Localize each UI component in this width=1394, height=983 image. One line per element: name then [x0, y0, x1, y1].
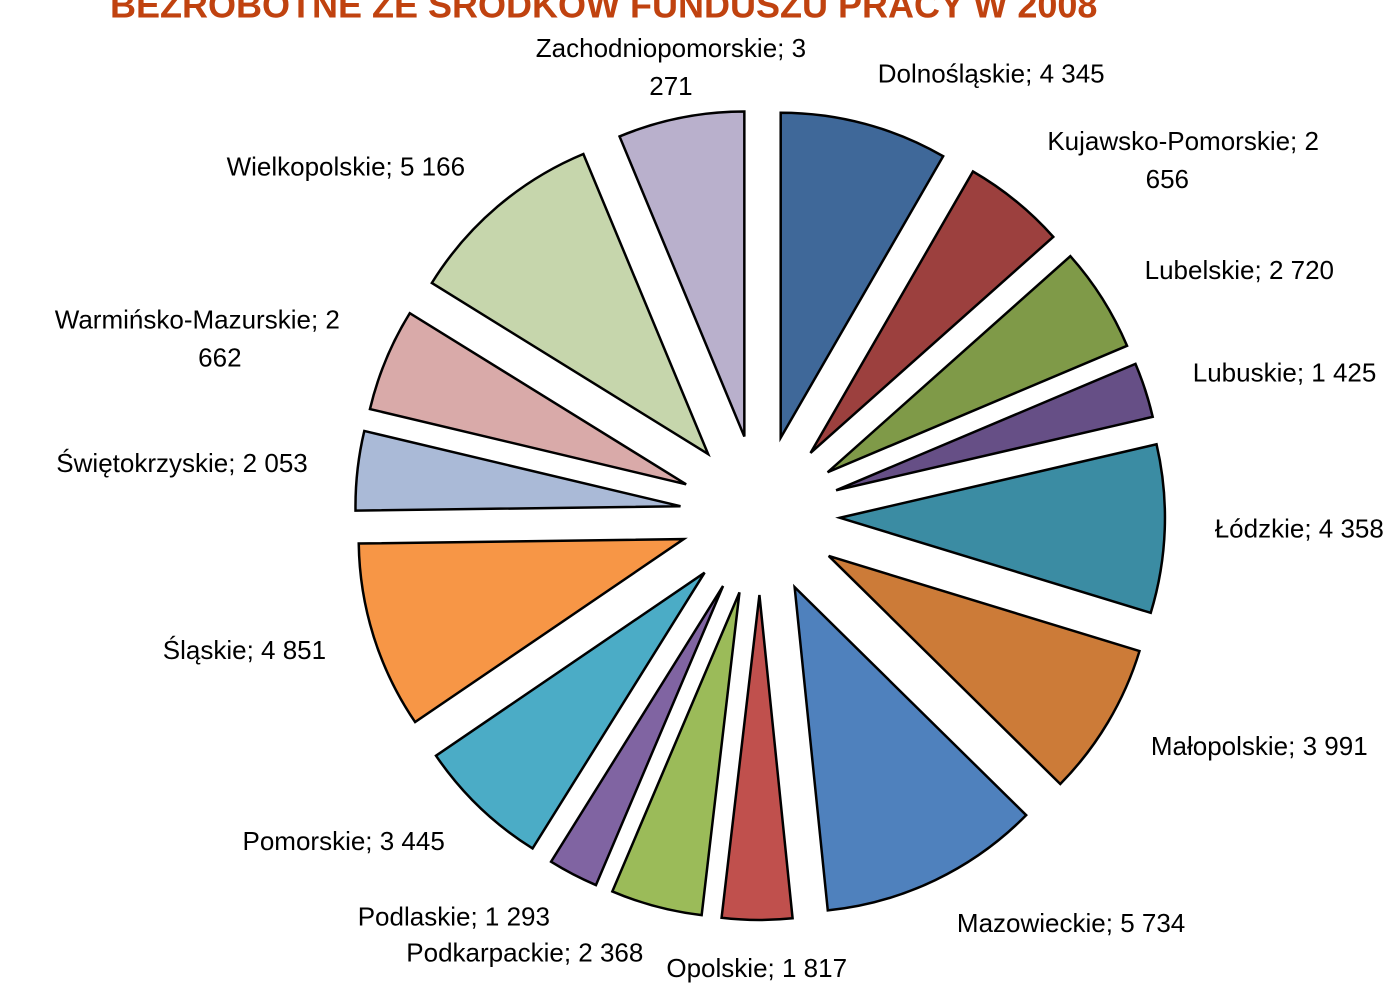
pie-slice [617, 110, 746, 438]
pie-slice [354, 429, 681, 512]
data-label: Lubelskie; 2 720 [1145, 255, 1334, 285]
data-label: Zachodniopomorskie; 3 271 [536, 33, 806, 101]
pie-slice [430, 152, 711, 458]
pie-slice [549, 585, 725, 887]
pie-slice [368, 311, 687, 486]
data-label: Wielkopolskie; 5 166 [227, 151, 465, 181]
pie-slice [835, 362, 1155, 492]
pie-slice [779, 111, 945, 443]
data-label: Kujawsko-Pomorskie; 2 656 [1047, 126, 1319, 194]
pie-slice [610, 591, 741, 917]
pie-slice [434, 571, 706, 851]
pie-slice [357, 537, 688, 724]
data-label: Łódzkie; 4 358 [1215, 514, 1384, 544]
data-label: Opolskie; 1 817 [666, 953, 847, 983]
chart-title: BEZROBOTNE ZE ŚRODKÓW FUNDUSZU PRACY W 2… [110, 0, 1097, 26]
data-label: Śląskie; 4 851 [163, 635, 326, 665]
pie-slice [826, 254, 1129, 474]
data-label: Podkarpackie; 2 368 [406, 938, 643, 968]
data-label: Lubuskie; 1 425 [1193, 357, 1377, 387]
data-label: Pomorskie; 3 445 [242, 826, 444, 856]
pie-slice [835, 442, 1167, 615]
data-label: Warmińsko-Mazurskie; 2 662 [55, 304, 340, 372]
data-label: Dolnośląskie; 4 345 [878, 58, 1105, 88]
data-label: Małopolskie; 3 991 [1151, 731, 1368, 761]
data-label: Świętokrzyskie; 2 053 [56, 448, 307, 478]
pie-slice [720, 594, 794, 922]
pie-slice [809, 169, 1056, 454]
pie-slice [827, 554, 1142, 786]
data-label: Podlaskie; 1 293 [358, 901, 550, 931]
pie-slice [793, 583, 1028, 912]
data-label: Mazowieckie; 5 734 [957, 908, 1185, 938]
